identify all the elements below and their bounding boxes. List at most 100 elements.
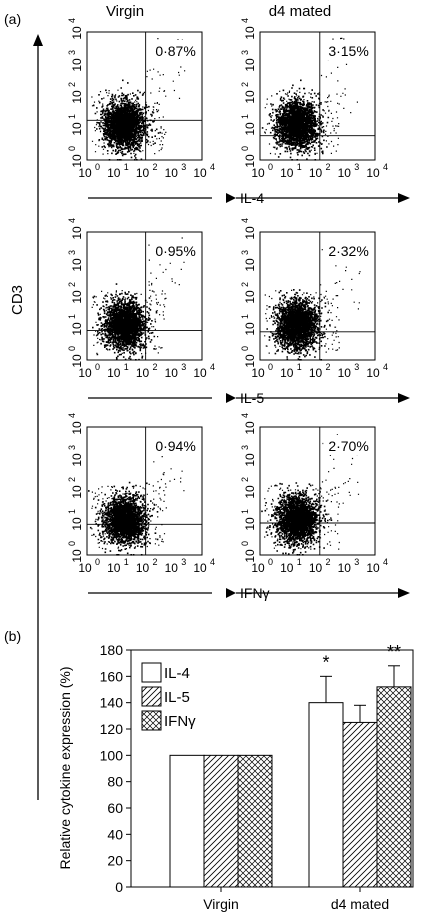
y-tick-label: 10 <box>243 58 257 72</box>
x-axis-mid-arrowhead <box>226 193 236 203</box>
y-tick-label: 10 <box>70 549 84 563</box>
y-axis-label: Relative cytokine expression (%) <box>57 666 73 869</box>
y-tick-exponent: 4 <box>240 413 250 418</box>
x-tick-label: 10 <box>251 166 265 180</box>
quadrant-percent: 0·95% <box>155 243 195 259</box>
y-tick-exponent: 3 <box>67 250 77 255</box>
x-tick-exponent: 1 <box>297 162 302 172</box>
x-tick-exponent: 4 <box>210 557 215 567</box>
cd3-arrowhead <box>33 34 43 46</box>
x-tick-exponent: 2 <box>326 162 331 172</box>
y-tick-label: 10 <box>243 517 257 531</box>
y-tick-exponent: 1 <box>240 314 250 319</box>
x-tick-exponent: 0 <box>268 162 273 172</box>
y-tick-exponent: 0 <box>240 346 250 351</box>
x-tick-exponent: 4 <box>383 362 388 372</box>
y-tick-label: 10 <box>70 322 84 336</box>
x-tick-exponent: 2 <box>153 557 158 567</box>
x-tick-label: 10 <box>338 166 352 180</box>
y-tick-label: 10 <box>70 290 84 304</box>
y-tick-label: 10 <box>243 90 257 104</box>
x-tick-label: 10 <box>107 166 121 180</box>
x-tick-exponent: 0 <box>268 362 273 372</box>
cd3-label: CD3 <box>9 285 26 315</box>
x-tick-label: 10 <box>136 366 150 380</box>
y-tick-label: 10 <box>70 453 84 467</box>
legend-swatch <box>141 710 162 731</box>
x-tick-label: 10 <box>193 366 207 380</box>
x-tick-exponent: 1 <box>297 362 302 372</box>
y-tick-label: 20 <box>107 853 123 869</box>
x-tick-exponent: 3 <box>181 362 186 372</box>
y-tick-label: 10 <box>243 549 257 563</box>
x-tick-label: 10 <box>309 561 323 575</box>
y-tick-label: 180 <box>100 642 124 658</box>
y-tick-label: 10 <box>70 354 84 368</box>
event-dots <box>91 237 185 361</box>
y-tick-exponent: 1 <box>67 314 77 319</box>
event-dots <box>264 242 361 361</box>
x-tick-label: 10 <box>78 366 92 380</box>
x-tick-label: 10 <box>165 366 179 380</box>
y-tick-label: 10 <box>243 354 257 368</box>
x-tick-exponent: 2 <box>326 362 331 372</box>
percent-background <box>323 40 374 60</box>
x-tick-label: 10 <box>78 166 92 180</box>
x-tick-label: 10 <box>366 366 380 380</box>
y-tick-label: 80 <box>107 774 123 790</box>
category-label: Virgin <box>203 896 239 912</box>
y-tick-label: 10 <box>243 122 257 136</box>
x-tick-exponent: 0 <box>95 557 100 567</box>
x-tick-label: 10 <box>366 166 380 180</box>
y-tick-exponent: 0 <box>240 146 250 151</box>
x-tick-exponent: 1 <box>124 362 129 372</box>
y-tick-exponent: 2 <box>67 82 77 87</box>
y-tick-exponent: 1 <box>240 114 250 119</box>
y-tick-label: 160 <box>100 668 124 684</box>
y-tick-exponent: 2 <box>240 82 250 87</box>
y-tick-label: 10 <box>243 421 257 435</box>
x-tick-label: 10 <box>165 561 179 575</box>
y-tick-label: 10 <box>243 258 257 272</box>
legend-label: IL-4 <box>164 665 190 682</box>
y-tick-exponent: 2 <box>67 477 77 482</box>
x-tick-label: 10 <box>309 366 323 380</box>
x-tick-label: 10 <box>338 561 352 575</box>
y-tick-label: 10 <box>70 517 84 531</box>
y-tick-label: 10 <box>243 290 257 304</box>
y-tick-exponent: 3 <box>240 50 250 55</box>
y-tick-label: 10 <box>243 226 257 240</box>
bar <box>203 754 239 888</box>
y-tick-exponent: 3 <box>240 445 250 450</box>
legend-swatch <box>141 686 162 707</box>
x-tick-label: 10 <box>78 561 92 575</box>
x-axis-label: IFNγ <box>240 585 270 601</box>
plot-frame <box>259 31 376 161</box>
bar <box>169 754 205 888</box>
x-tick-exponent: 0 <box>268 557 273 567</box>
y-tick-label: 10 <box>70 485 84 499</box>
y-tick-exponent: 2 <box>240 282 250 287</box>
x-tick-exponent: 1 <box>124 557 129 567</box>
y-tick-label: 10 <box>70 154 84 168</box>
quadrant-percent: 2·70% <box>328 438 368 454</box>
y-tick-exponent: 2 <box>67 282 77 287</box>
y-tick-exponent: 0 <box>67 146 77 151</box>
x-tick-label: 10 <box>193 166 207 180</box>
plot-frame <box>86 231 203 361</box>
bar <box>376 686 412 888</box>
x-axis-mid-arrowhead <box>226 588 236 598</box>
x-tick-exponent: 1 <box>124 162 129 172</box>
y-tick-label: 10 <box>243 453 257 467</box>
legend-label: IL-5 <box>164 689 190 706</box>
x-tick-exponent: 2 <box>326 557 331 567</box>
y-tick-exponent: 3 <box>67 445 77 450</box>
plot-frame <box>259 231 376 361</box>
y-tick-label: 40 <box>107 826 123 842</box>
x-axis-mid-arrowhead <box>226 393 236 403</box>
x-axis-arrowhead <box>398 588 410 598</box>
